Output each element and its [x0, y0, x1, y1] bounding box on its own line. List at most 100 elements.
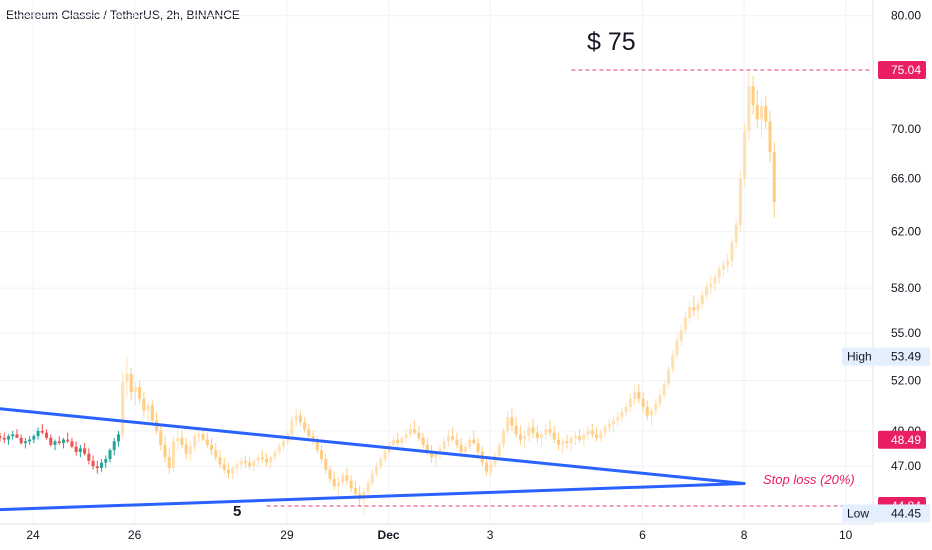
candle-body [700, 295, 704, 305]
price-tick-label: 47.00 [891, 459, 921, 473]
candle-body [83, 448, 87, 454]
time-tick-label: 6 [639, 528, 646, 542]
candle-body [556, 439, 560, 445]
candle-body [595, 434, 599, 438]
candle-body [40, 430, 44, 433]
price-badge-label: 48.49 [891, 433, 921, 447]
candle-body [565, 441, 569, 444]
candle-body [70, 441, 74, 447]
candle-body [129, 374, 133, 393]
candle-body [463, 446, 467, 452]
candle-body [222, 464, 226, 470]
candle-body [167, 457, 171, 469]
candle-body [108, 450, 112, 460]
candle-body [413, 429, 417, 433]
candle-body [23, 441, 27, 444]
candle-body [383, 451, 387, 460]
candle-body [324, 459, 328, 470]
time-tick-label: 24 [26, 528, 40, 542]
candle-body [336, 482, 340, 487]
high-badge [842, 347, 930, 366]
candle-body [438, 448, 442, 454]
high-badge-value: 53.49 [891, 350, 921, 364]
candle-body [616, 417, 620, 421]
candle-body [366, 482, 370, 492]
trendlines[interactable] [0, 407, 746, 512]
candle-body [430, 451, 434, 458]
candle-body [180, 437, 184, 445]
candle-body [332, 478, 336, 487]
candle-body [747, 86, 751, 132]
candle-body [434, 453, 438, 458]
time-tick-label: 29 [280, 528, 294, 542]
candle-body [146, 405, 150, 411]
candle-body [303, 422, 307, 430]
candle-body [159, 430, 163, 445]
candle-body [662, 383, 666, 396]
candle-body [57, 441, 61, 444]
candle-body [772, 152, 776, 203]
candle-body [375, 466, 379, 474]
candle-body [150, 405, 154, 421]
candle-body [717, 269, 721, 278]
candle-body [548, 429, 552, 433]
candle-body [116, 434, 120, 442]
candle-body [705, 286, 709, 296]
candle-body [341, 475, 345, 483]
pivot-annotation: 5 [233, 503, 241, 520]
candle-body [19, 437, 23, 444]
candle-body [277, 446, 281, 452]
candle-body [320, 450, 324, 460]
time-tick-label: 3 [487, 528, 494, 542]
time-tick-label: 8 [741, 528, 748, 542]
candle-body [235, 464, 239, 469]
peak-annotation: $ 75 [587, 28, 636, 56]
candle-body [455, 439, 459, 445]
candle-body [666, 369, 670, 384]
candle-body [15, 434, 19, 438]
candle-body [417, 432, 421, 438]
candle-body [582, 434, 586, 440]
horizontal-lines [266, 69, 873, 507]
candle-body [518, 434, 522, 440]
lower-trendline [0, 482, 746, 512]
price-axis[interactable]: 80.0070.0066.0062.0058.0055.0052.0049.00… [842, 0, 930, 524]
candle-body [370, 473, 374, 483]
candle-body [446, 436, 450, 442]
candle-body [611, 420, 615, 425]
candle-body [578, 436, 582, 440]
candle-body [760, 106, 764, 120]
time-axis[interactable]: 24 26 29 Dec 3 6 8 10 [0, 523, 873, 542]
candle-body [176, 437, 180, 442]
low-badge-value: 44.45 [891, 506, 921, 520]
upper-trendline [0, 407, 746, 486]
candle-body [74, 446, 78, 452]
candle-body [425, 444, 429, 452]
candle-body [451, 436, 455, 440]
candle-body [32, 436, 36, 440]
candle-body [184, 444, 188, 454]
candle-body [569, 437, 573, 444]
candle-body [688, 307, 692, 318]
candle-body [692, 307, 696, 311]
candle-body [633, 392, 637, 399]
candle-body [248, 462, 252, 467]
candle-body [269, 457, 273, 463]
candle-body [561, 441, 565, 445]
candle-body [637, 392, 641, 399]
candle-body [353, 488, 357, 494]
candle-body [260, 457, 264, 460]
candle-body [531, 427, 535, 433]
candle-body [66, 439, 70, 442]
price-tick-label: 55.00 [891, 326, 921, 340]
candle-body [379, 459, 383, 467]
candle-body [95, 466, 99, 469]
candle-body [599, 432, 603, 438]
candle-body [459, 444, 463, 452]
candle-body [210, 444, 214, 451]
candle-body [510, 417, 514, 426]
candle-body [281, 441, 285, 447]
candle-body [349, 480, 353, 489]
candle-body [641, 398, 645, 408]
